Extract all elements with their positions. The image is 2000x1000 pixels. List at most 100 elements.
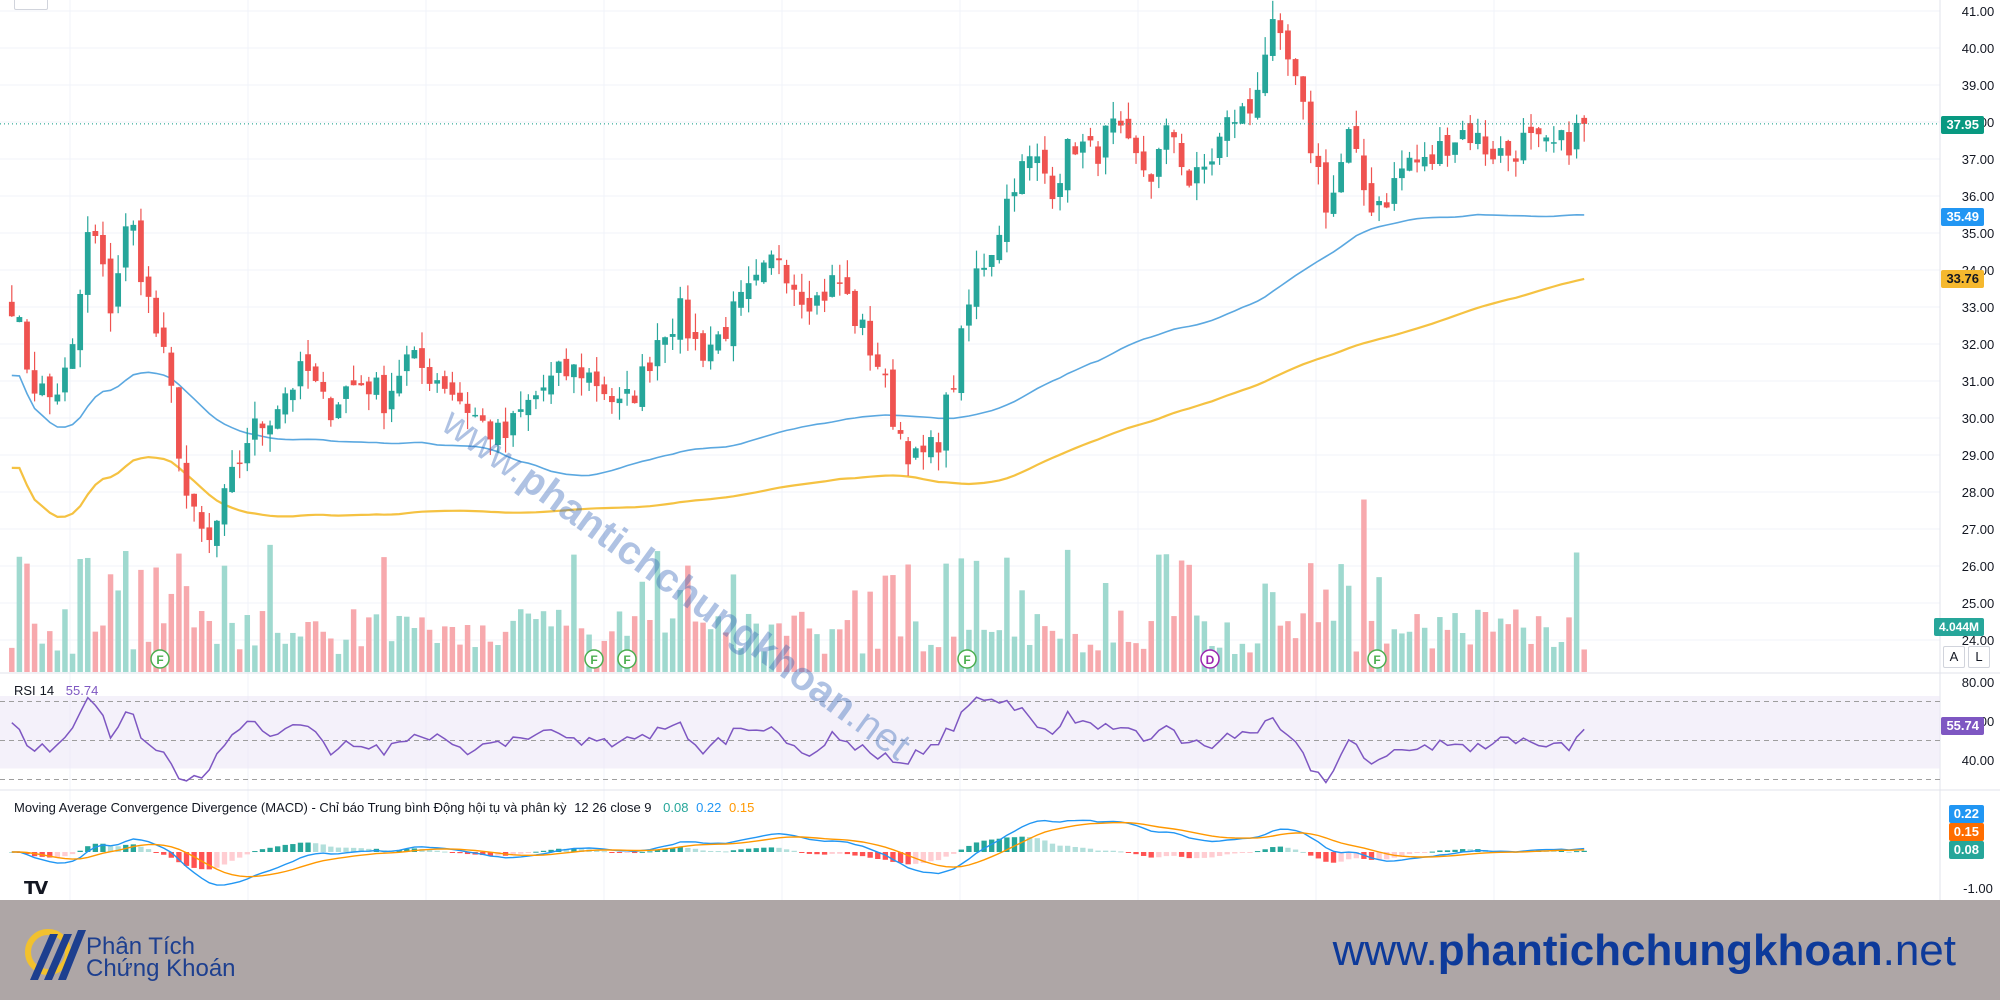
volume-bar bbox=[1232, 653, 1238, 672]
macd-hist-bar bbox=[1323, 852, 1329, 862]
volume-bar bbox=[502, 631, 509, 672]
candle-body bbox=[487, 421, 494, 440]
rsi-value-tag: 55.74 bbox=[1941, 717, 1984, 735]
macd-hist-bar bbox=[624, 852, 630, 853]
volume-bar bbox=[799, 611, 805, 672]
volume-bar bbox=[555, 609, 562, 672]
candle-body bbox=[533, 395, 539, 400]
candle-body bbox=[730, 301, 737, 347]
volume-bar bbox=[867, 591, 873, 672]
macd-hist-bar bbox=[632, 852, 638, 854]
volume-bar bbox=[1095, 650, 1101, 672]
candle-body bbox=[768, 254, 775, 269]
collapse-button[interactable]: ⌃ bbox=[14, 0, 48, 10]
candle-body bbox=[259, 423, 266, 429]
volume-bar bbox=[1277, 625, 1284, 672]
candle-body bbox=[1095, 146, 1101, 164]
volume-bar bbox=[1171, 616, 1177, 672]
volume-bar bbox=[442, 626, 448, 672]
macd-hist-bar bbox=[814, 852, 820, 855]
volume-bar bbox=[1345, 585, 1352, 672]
macd-hist-bar bbox=[1429, 851, 1435, 853]
log-scale-button[interactable]: L bbox=[1968, 646, 1990, 668]
macd-hist-bar bbox=[1247, 852, 1253, 853]
candle-body bbox=[1011, 192, 1018, 197]
candle-body bbox=[1353, 126, 1360, 149]
macd-legend[interactable]: Moving Average Convergence Divergence (M… bbox=[14, 800, 758, 815]
volume-bar bbox=[1194, 615, 1200, 672]
macd-hist-bar bbox=[700, 850, 706, 852]
candle-body bbox=[1239, 106, 1246, 124]
candle-body bbox=[1307, 101, 1314, 154]
macd-hist-bar bbox=[890, 852, 896, 862]
volume-bar bbox=[601, 640, 608, 672]
macd-hist-bar bbox=[571, 848, 577, 852]
volume-bar bbox=[783, 635, 790, 672]
macd-legend-title: Moving Average Convergence Divergence (M… bbox=[14, 800, 567, 815]
candle-body bbox=[791, 284, 798, 290]
candle-body bbox=[753, 274, 760, 281]
footer-website[interactable]: www.phantichchungkhoan.net bbox=[1333, 926, 1956, 976]
candle-body bbox=[943, 394, 950, 451]
candle-body bbox=[912, 448, 919, 458]
candle-body bbox=[1520, 132, 1527, 161]
macd-hist-bar bbox=[168, 852, 174, 858]
volume-bar bbox=[47, 631, 53, 672]
macd-hist-bar bbox=[707, 850, 714, 852]
candle-body bbox=[646, 362, 653, 372]
rsi-axis-label: 80.00 bbox=[1962, 675, 1995, 690]
macd-hist-bar bbox=[1346, 852, 1352, 860]
volume-bar bbox=[1459, 633, 1466, 672]
macd-hist-bar bbox=[1285, 847, 1291, 852]
ma-fast-path bbox=[11, 213, 1585, 477]
volume-bar bbox=[700, 622, 706, 672]
volume-bar bbox=[1049, 630, 1056, 672]
volume-bar bbox=[176, 553, 182, 672]
volume-bar bbox=[1566, 617, 1572, 672]
volume-bar bbox=[252, 645, 258, 672]
candle-body bbox=[1406, 157, 1413, 171]
candle-body bbox=[1285, 30, 1291, 60]
volume-bar bbox=[988, 631, 995, 672]
grid-lines bbox=[0, 0, 2000, 900]
macd-hist-bar bbox=[837, 852, 843, 854]
volume-bar bbox=[1133, 643, 1139, 672]
macd-hist-bar bbox=[829, 852, 835, 854]
candle-body bbox=[464, 403, 471, 413]
candle-body bbox=[707, 344, 714, 362]
candle-body bbox=[1368, 183, 1375, 213]
macd-legend-macd: 0.22 bbox=[696, 800, 722, 815]
macd-hist-bar bbox=[1277, 846, 1284, 852]
candle-body bbox=[1201, 166, 1208, 170]
candle-body bbox=[1216, 136, 1223, 159]
candle-body bbox=[1231, 122, 1238, 124]
candle-body bbox=[684, 299, 691, 339]
candle-body bbox=[84, 232, 91, 295]
auto-scale-button[interactable]: A bbox=[1943, 646, 1965, 668]
rsi-legend-period: 14 bbox=[39, 683, 55, 698]
candle-body bbox=[844, 277, 851, 294]
candle-body bbox=[745, 283, 752, 300]
macd-hist-bar bbox=[1049, 843, 1056, 852]
candle-body bbox=[251, 418, 258, 440]
volume-bar bbox=[981, 629, 987, 672]
price-axis-label: 41.00 bbox=[1962, 4, 1995, 19]
macd-hist-bar bbox=[434, 850, 440, 852]
rsi-legend[interactable]: RSI 14 55.74 bbox=[14, 683, 102, 698]
macd-hist-bar bbox=[115, 846, 121, 852]
volume-bar bbox=[1315, 622, 1322, 672]
tradingview-logo[interactable]: TV bbox=[24, 878, 48, 899]
candle-body bbox=[1323, 162, 1329, 213]
candle-body bbox=[191, 493, 197, 507]
volume-bar bbox=[1080, 652, 1086, 672]
macd-hist-bar bbox=[328, 846, 334, 852]
macd-hist-bar bbox=[161, 852, 167, 855]
volume-bar bbox=[859, 653, 866, 672]
volume-bar bbox=[1558, 642, 1565, 672]
macd-hist-bar bbox=[844, 852, 851, 855]
macd-hist-bar bbox=[510, 852, 516, 855]
candle-body bbox=[426, 367, 433, 384]
macd-hist-bar bbox=[867, 852, 873, 858]
